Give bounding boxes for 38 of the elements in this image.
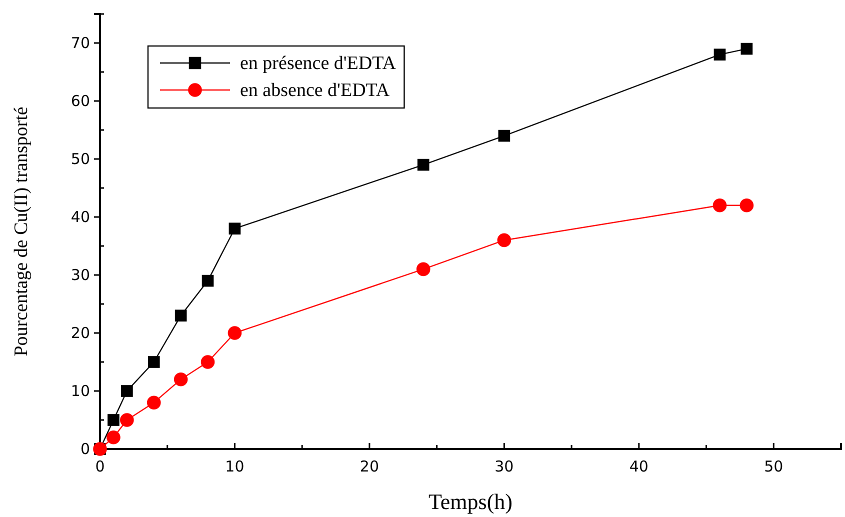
x-tick-label: 0: [95, 458, 105, 476]
x-tick-label: 40: [629, 458, 648, 476]
y-tick-label: 0: [80, 440, 90, 458]
point: [228, 326, 242, 340]
point: [416, 262, 430, 276]
point: [712, 198, 727, 212]
point: [146, 396, 161, 410]
point: [174, 310, 187, 322]
point: [228, 222, 241, 235]
x-tick-label: 20: [360, 458, 379, 476]
y-tick-label: 40: [70, 208, 90, 226]
point: [498, 130, 510, 142]
y-tick-label: 60: [70, 92, 90, 110]
point: [740, 42, 753, 55]
point: [120, 413, 134, 427]
point: [108, 414, 120, 426]
y-axis-title: Pourcentage de Cu(II) transporté: [11, 106, 32, 356]
point: [202, 274, 214, 287]
y-tick-label: 20: [70, 324, 90, 342]
x-tick-label: 30: [494, 458, 514, 476]
legend-label: en absence d'EDTA: [240, 80, 390, 101]
point: [417, 158, 430, 171]
point: [148, 356, 160, 368]
x-tick-label: 50: [764, 458, 784, 476]
x-tick-label: 10: [225, 458, 244, 476]
point: [740, 198, 754, 212]
x-axis-title: Temps(h): [428, 489, 512, 514]
point: [714, 48, 726, 61]
legend-label: en présence d'EDTA: [240, 53, 396, 74]
y-tick-label: 10: [70, 382, 90, 400]
point: [200, 355, 215, 369]
y-tick-label: 30: [70, 266, 90, 284]
point: [106, 430, 120, 444]
point: [121, 385, 133, 397]
point: [174, 372, 188, 386]
point: [497, 233, 512, 248]
y-tick-label: 50: [70, 150, 90, 168]
y-tick-label: 70: [70, 34, 90, 52]
